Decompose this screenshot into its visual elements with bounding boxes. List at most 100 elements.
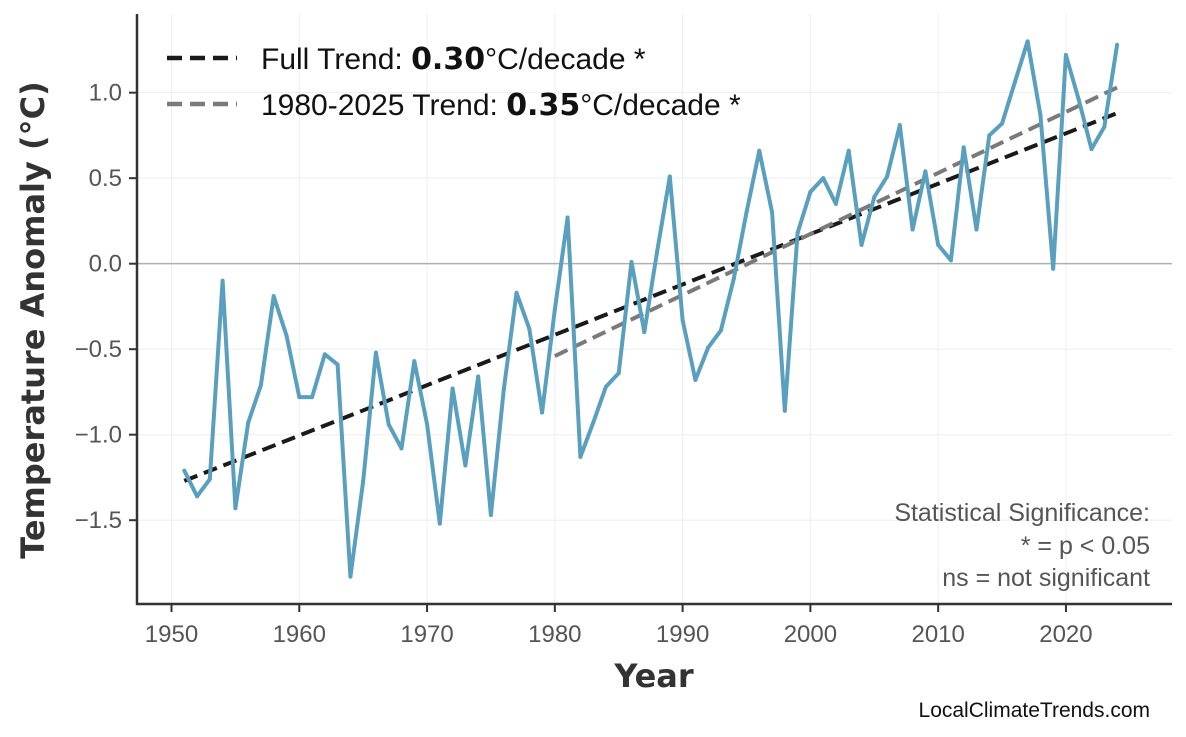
data-point-1990	[680, 318, 685, 323]
data-point-2004	[859, 242, 864, 247]
data-point-1953	[207, 477, 212, 482]
data-point-2022	[1089, 147, 1094, 152]
data-point-1964	[348, 574, 353, 579]
data-point-1997	[770, 210, 775, 215]
data-point-2024	[1115, 42, 1120, 47]
data-point-2021	[1076, 97, 1081, 102]
x-tick-label-1970: 1970	[400, 621, 453, 648]
anomaly-series-line	[182, 39, 1120, 579]
data-point-1995	[744, 210, 749, 215]
data-point-2006	[885, 174, 890, 179]
data-point-1998	[782, 408, 787, 413]
data-point-2008	[910, 227, 915, 232]
data-point-2020	[1063, 53, 1068, 58]
data-point-1999	[795, 230, 800, 235]
data-point-2011	[948, 258, 953, 263]
data-point-1965	[361, 478, 366, 483]
data-point-1954	[220, 278, 225, 283]
y-tick-label-4: 0.5	[89, 165, 122, 192]
y-axis-title: Temperature Anomaly (°C)	[14, 81, 52, 558]
data-point-1978	[527, 326, 532, 331]
data-point-1994	[731, 277, 736, 282]
data-point-2018	[1038, 112, 1043, 117]
data-point-1983	[591, 420, 596, 425]
data-point-1993	[718, 328, 723, 333]
data-point-1952	[195, 494, 200, 499]
data-point-1956	[246, 420, 251, 425]
y-tick-label-5: 1.0	[89, 80, 122, 107]
significance-annotation: Statistical Significance: * = p < 0.05 n…	[894, 499, 1150, 592]
data-point-1988	[655, 249, 660, 254]
data-point-2003	[846, 148, 851, 153]
data-point-1960	[297, 395, 302, 400]
data-point-1966	[373, 350, 378, 355]
x-tick-label-1960: 1960	[273, 621, 326, 648]
legend: Full Trend: 0.30°C/decade * 1980-2025 Tr…	[167, 42, 741, 123]
x-tick-label-1980: 1980	[528, 621, 581, 648]
significance-title: Statistical Significance:	[894, 499, 1150, 527]
data-point-1963	[335, 362, 340, 367]
data-point-1977	[514, 290, 519, 295]
y-axis-ticks: −1.5 −1.0 −0.5 0.0 0.5 1.0	[75, 80, 137, 534]
data-point-1975	[488, 513, 493, 518]
data-point-1989	[667, 174, 672, 179]
data-point-2019	[1051, 266, 1056, 271]
data-point-1968	[399, 446, 404, 451]
data-point-1971	[437, 521, 442, 526]
legend-label-full-trend: Full Trend: 0.30°C/decade *	[261, 42, 646, 77]
data-point-1959	[284, 333, 289, 338]
data-point-1992	[706, 345, 711, 350]
data-point-1979	[540, 410, 545, 415]
y-tick-label-3: 0.0	[89, 251, 122, 278]
significance-star-note: * = p < 0.05	[1021, 532, 1150, 560]
data-point-1957	[258, 383, 263, 388]
data-point-1984	[603, 384, 608, 389]
site-credit: LocalClimateTrends.com	[919, 699, 1150, 722]
data-point-2013	[974, 227, 979, 232]
x-tick-label-2010: 2010	[911, 621, 964, 648]
x-tick-label-2020: 2020	[1039, 621, 1092, 648]
data-point-2017	[1025, 39, 1030, 44]
x-tick-label-2000: 2000	[784, 621, 837, 648]
data-point-2010	[936, 242, 941, 247]
data-point-1962	[322, 352, 327, 357]
data-point-2015	[1000, 121, 1005, 126]
data-point-1980	[552, 307, 557, 312]
x-tick-label-1950: 1950	[145, 621, 198, 648]
data-point-2014	[987, 133, 992, 138]
data-point-1987	[642, 330, 647, 335]
data-point-1985	[616, 371, 621, 376]
data-point-1967	[386, 422, 391, 427]
data-point-1973	[463, 463, 468, 468]
data-point-2001	[821, 176, 826, 181]
y-tick-label-1: −1.0	[75, 422, 122, 449]
data-point-2016	[1012, 80, 1017, 85]
data-point-2012	[961, 145, 966, 150]
legend-label-recent-trend: 1980-2025 Trend: 0.35°C/decade *	[261, 88, 741, 123]
data-point-1996	[757, 148, 762, 153]
data-point-2009	[923, 169, 928, 174]
data-point-2007	[897, 123, 902, 128]
data-point-1976	[501, 388, 506, 393]
data-point-1991	[693, 377, 698, 382]
data-point-2005	[872, 194, 877, 199]
data-point-1951	[182, 468, 187, 473]
x-tick-label-1990: 1990	[656, 621, 709, 648]
data-point-1970	[425, 422, 430, 427]
axes	[135, 14, 1172, 606]
x-axis-title: Year	[613, 657, 694, 695]
x-axis-ticks: 1950 1960 1970 1980 1990 2000 2010 2020	[145, 604, 1093, 648]
y-tick-label-2: −0.5	[75, 336, 122, 363]
data-point-1955	[233, 506, 238, 511]
y-tick-label-0: −1.5	[75, 507, 122, 534]
data-point-2002	[833, 201, 838, 206]
data-point-1972	[450, 386, 455, 391]
data-points	[182, 39, 1120, 579]
recent-trend-line	[553, 85, 1118, 358]
data-point-1961	[310, 395, 315, 400]
data-point-2023	[1102, 124, 1107, 129]
data-point-1982	[578, 454, 583, 459]
data-point-1986	[629, 259, 634, 264]
data-point-2000	[808, 189, 813, 194]
